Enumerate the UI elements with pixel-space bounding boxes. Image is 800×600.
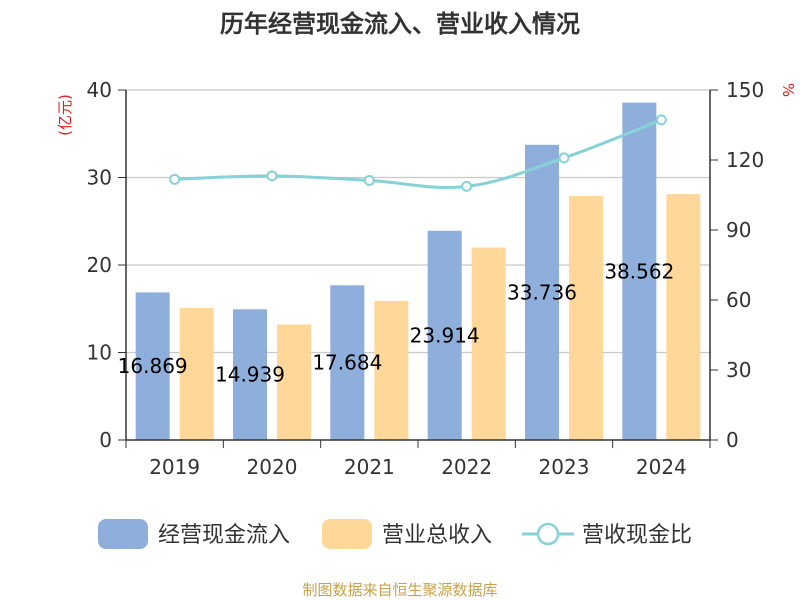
right-axis-tick-label: 120	[726, 148, 764, 172]
bars	[135, 102, 701, 441]
x-axis-tick-label: 2020	[247, 455, 298, 479]
cash-inflow-bar	[330, 285, 365, 440]
ratio-point	[558, 152, 570, 164]
data-labels: 16.869 14.939 17.684 23.914 33.736 38.562	[118, 259, 675, 386]
ratio-point	[169, 173, 181, 185]
cash-inflow-data-label: 17.684	[312, 351, 382, 375]
revenue-bar	[569, 195, 603, 440]
legend-label: 营业总收入	[382, 523, 492, 548]
legend: 经营现金流入 营业总收入 营收现金比	[98, 519, 692, 549]
left-axis-unit: (亿元)	[56, 94, 74, 136]
right-axis-unit: %	[779, 83, 797, 97]
cash-inflow-data-label: 33.736	[507, 280, 577, 304]
right-axis-tick-label: 150	[726, 78, 764, 102]
cash-inflow-data-label: 14.939	[215, 363, 285, 387]
x-axis-tick-label: 2019	[149, 455, 200, 479]
legend-swatch-ratio-marker	[536, 522, 560, 546]
revenue-bar	[179, 307, 214, 440]
left-axis-tick-label: 0	[99, 428, 112, 452]
ratio-point	[655, 114, 667, 126]
x-axis-tick-label: 2021	[344, 455, 395, 479]
right-axis-tick-label: 90	[726, 218, 751, 242]
cash-inflow-bar	[525, 144, 559, 440]
revenue-bar	[374, 300, 409, 440]
legend-label: 营收现金比	[582, 523, 692, 548]
ratio-line	[169, 114, 667, 192]
ratio-point	[266, 170, 278, 182]
x-axis-tick-label: 2023	[539, 455, 590, 479]
right-axis-tick-label: 0	[726, 428, 739, 452]
chart-title: 历年经营现金流入、营业收入情况	[220, 10, 580, 38]
legend-swatch-cash-inflow	[98, 519, 148, 549]
ratio-point	[363, 175, 375, 187]
legend-label: 经营现金流入	[158, 523, 290, 548]
left-axis-tick-label: 10	[87, 341, 112, 365]
cash-inflow-data-label: 16.869	[118, 354, 188, 378]
cash-inflow-bar	[427, 230, 462, 440]
revenue-bar	[471, 247, 506, 440]
x-axis-tick-label: 2024	[636, 455, 687, 479]
ratio-series-line	[174, 118, 662, 190]
ratio-point	[461, 180, 473, 192]
right-axis-tick-label: 60	[726, 288, 751, 312]
axes: 0 10 20 30 40 0 30 60 90 120 150 2019 2020 2021 2022 20…	[87, 78, 765, 479]
x-axis-tick-label: 2022	[441, 455, 492, 479]
cash-inflow-bar	[233, 309, 267, 440]
source-footer: 制图数据来自恒生聚源数据库	[302, 581, 497, 599]
left-axis-tick-label: 40	[87, 78, 112, 102]
left-axis-tick-label: 30	[87, 166, 112, 190]
cash-inflow-data-label: 23.914	[410, 323, 480, 347]
cash-inflow-bar	[622, 102, 657, 441]
cash-inflow-bar	[135, 292, 170, 440]
revenue-bar	[666, 194, 701, 440]
legend-swatch-revenue	[322, 519, 372, 549]
right-axis-tick-label: 30	[726, 358, 751, 382]
left-axis-tick-label: 20	[87, 253, 112, 277]
revenue-bar	[277, 324, 311, 440]
cash-inflow-data-label: 38.562	[604, 259, 674, 283]
